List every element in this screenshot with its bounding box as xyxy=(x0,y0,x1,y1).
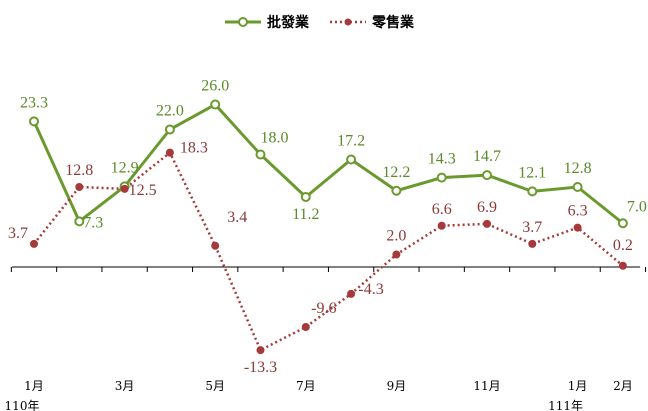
x-tick-label: 3月 xyxy=(115,379,135,393)
legend-label: 批發業 xyxy=(267,14,310,31)
x-axis xyxy=(10,266,647,272)
data-point xyxy=(255,149,266,160)
data-label: 26.0 xyxy=(201,78,229,95)
data-point xyxy=(617,218,628,229)
data-label: 3.4 xyxy=(227,209,247,226)
data-point xyxy=(301,323,310,331)
data-point xyxy=(74,216,85,227)
data-point xyxy=(75,183,84,191)
data-label: -4.3 xyxy=(358,281,383,298)
data-label: 11.2 xyxy=(292,206,319,223)
x-tick-labels: 1月 110年 3月 5月 7月 9月 11月 1月 111年 2月 xyxy=(5,379,633,411)
data-point xyxy=(482,170,492,181)
data-label: 22.0 xyxy=(156,103,184,120)
data-point xyxy=(436,172,447,183)
series-points xyxy=(29,99,628,355)
data-point xyxy=(29,116,39,127)
data-label: 12.1 xyxy=(518,164,546,181)
data-label: 12.8 xyxy=(65,162,93,179)
data-point xyxy=(347,289,356,298)
data-point xyxy=(528,239,537,248)
data-point xyxy=(572,182,583,192)
data-label: 0.2 xyxy=(613,237,633,254)
data-label: -13.3 xyxy=(244,359,277,376)
data-point xyxy=(211,241,220,250)
data-point xyxy=(437,221,446,230)
data-point xyxy=(618,261,627,270)
legend-label: 零售業 xyxy=(371,14,415,31)
data-label: 12.2 xyxy=(382,164,410,181)
data-label: 12.9 xyxy=(111,159,139,176)
x-year-label: 110年 xyxy=(5,399,40,411)
data-label: 6.6 xyxy=(432,201,452,218)
data-point xyxy=(527,186,538,197)
data-label: 12.5 xyxy=(129,182,157,199)
data-point xyxy=(300,192,311,202)
data-label: 7.3 xyxy=(83,214,103,231)
series-line-1 xyxy=(33,150,624,352)
data-label: 14.3 xyxy=(428,151,456,168)
x-tick-label: 11月 xyxy=(473,379,500,393)
data-point xyxy=(120,184,129,193)
data-label: 18.3 xyxy=(180,140,208,157)
data-label: 14.7 xyxy=(473,148,501,165)
data-point xyxy=(30,239,38,248)
x-year-label: 111年 xyxy=(548,399,583,411)
data-label: 6.9 xyxy=(477,199,497,216)
x-tick-label: 1月 xyxy=(24,379,44,393)
data-point xyxy=(391,185,402,196)
x-tick-label: 1月 xyxy=(568,379,588,393)
data-point xyxy=(256,346,265,355)
data-label: 3.7 xyxy=(522,219,542,236)
data-label: 3.7 xyxy=(8,225,28,242)
data-point xyxy=(483,219,491,228)
x-tick-label: 5月 xyxy=(205,379,225,393)
data-label: 6.3 xyxy=(568,203,588,220)
series-lines xyxy=(32,102,624,352)
series-line-0 xyxy=(32,102,624,225)
data-label: 23.3 xyxy=(20,94,48,111)
data-point xyxy=(392,250,401,259)
data-point xyxy=(573,223,582,232)
legend-marker xyxy=(344,18,352,26)
data-label: 17.2 xyxy=(337,133,365,150)
x-tick-label: 9月 xyxy=(387,379,407,393)
data-label: -9.6 xyxy=(311,300,336,317)
data-label: 12.8 xyxy=(564,160,592,177)
data-point xyxy=(210,99,221,110)
data-point xyxy=(346,154,357,165)
data-labels: 23.3 7.3 12.9 22.0 26.0 18.0 11.2 17.2 12.2 14.3 1… xyxy=(8,78,647,377)
legend-marker xyxy=(238,17,248,27)
x-tick-label: 7月 xyxy=(296,379,316,393)
data-label: 2.0 xyxy=(386,228,406,245)
data-label: 18.0 xyxy=(261,130,289,147)
data-label: 7.0 xyxy=(627,198,647,215)
x-tick-label: 2月 xyxy=(613,379,633,393)
legend: 批發業 零售業 xyxy=(225,14,415,31)
data-point xyxy=(165,148,174,157)
data-point xyxy=(164,124,175,135)
